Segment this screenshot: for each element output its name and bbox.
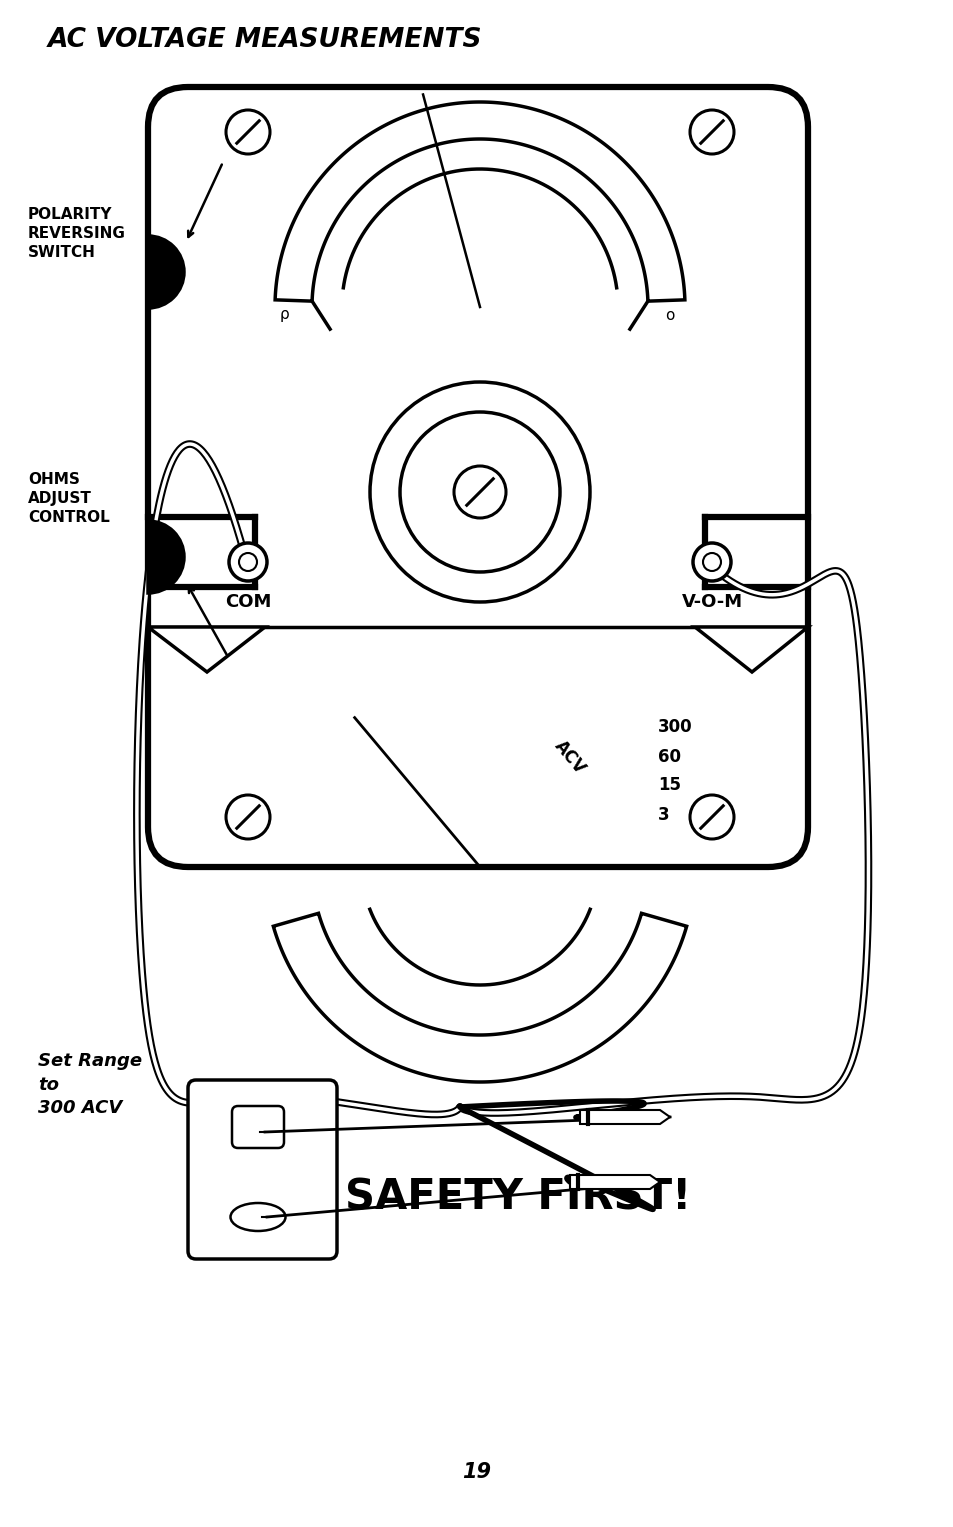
Wedge shape: [148, 521, 184, 592]
Text: Set Range
to
300 ACV: Set Range to 300 ACV: [38, 1052, 142, 1118]
Polygon shape: [148, 628, 265, 672]
Circle shape: [229, 544, 267, 580]
Circle shape: [226, 110, 270, 154]
Circle shape: [399, 412, 559, 573]
Circle shape: [692, 544, 730, 580]
Text: SAFETY FIRST!: SAFETY FIRST!: [345, 1176, 691, 1219]
Polygon shape: [569, 1174, 659, 1190]
Text: o: o: [664, 307, 674, 322]
Text: 60: 60: [658, 748, 680, 767]
Ellipse shape: [231, 1203, 285, 1231]
Text: OHMS
ADJUST
CONTROL: OHMS ADJUST CONTROL: [28, 472, 110, 525]
Text: 300: 300: [658, 718, 692, 736]
Text: 15: 15: [658, 776, 680, 794]
Wedge shape: [148, 237, 184, 308]
FancyBboxPatch shape: [188, 1080, 336, 1258]
Circle shape: [239, 553, 256, 571]
Text: 19: 19: [462, 1461, 491, 1483]
Text: POLARITY
REVERSING
SWITCH: POLARITY REVERSING SWITCH: [28, 208, 126, 261]
Polygon shape: [579, 1110, 669, 1124]
Circle shape: [702, 553, 720, 571]
Circle shape: [454, 466, 505, 518]
Polygon shape: [695, 628, 807, 672]
Text: V-O-M: V-O-M: [680, 592, 741, 611]
Circle shape: [226, 796, 270, 838]
Text: AC VOLTAGE MEASUREMENTS: AC VOLTAGE MEASUREMENTS: [48, 27, 482, 53]
FancyBboxPatch shape: [148, 87, 807, 867]
Polygon shape: [274, 913, 686, 1083]
FancyBboxPatch shape: [232, 1106, 284, 1148]
Polygon shape: [274, 102, 684, 301]
Text: COM: COM: [225, 592, 271, 611]
Circle shape: [689, 110, 733, 154]
Circle shape: [370, 382, 589, 602]
Text: ρ: ρ: [280, 307, 290, 322]
Text: 3: 3: [658, 806, 669, 825]
Circle shape: [689, 796, 733, 838]
Text: ACV: ACV: [550, 736, 589, 777]
